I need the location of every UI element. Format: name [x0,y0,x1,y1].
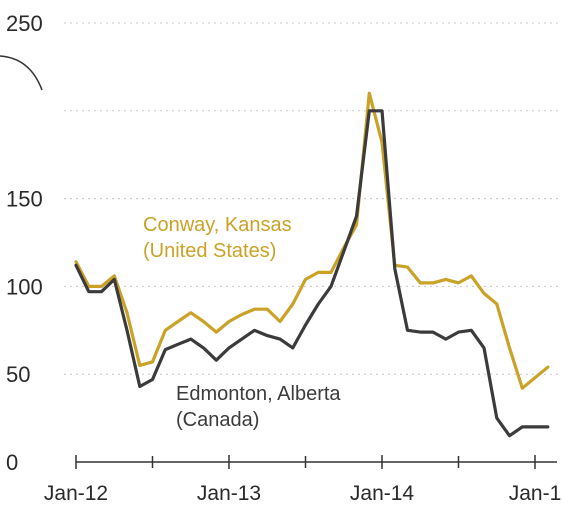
y-tick-label: 50 [6,362,30,387]
scan-arc-decoration [0,55,43,91]
series-line-0 [74,91,550,390]
x-axis: Jan-12 Jan-13 Jan-14 Jan-1 [44,455,561,505]
x-tick-label: Jan-1 [509,482,562,505]
y-tick-label: 0 [6,450,18,475]
y-tick-label: 150 [6,187,43,212]
series-labels: Conway, Kansas (United States) Edmonton, A… [143,214,341,431]
series-label-0: (United States) [143,240,276,262]
x-tick-label: Jan-13 [197,482,261,505]
x-tick-label: Jan-14 [350,482,415,505]
y-tick-label: 100 [6,274,43,299]
series-line-1 [74,109,550,438]
series-lines [74,91,550,438]
series-label-1: Edmonton, Alberta [176,383,341,405]
gridlines [64,22,558,375]
x-tick-label: Jan-12 [44,482,108,505]
y-tick-label: 250 [6,11,43,36]
y-axis-ticks: 0 50 100 150 250 [6,11,43,475]
series-label-1: (Canada) [176,409,259,431]
series-label-0: Conway, Kansas [143,214,292,236]
